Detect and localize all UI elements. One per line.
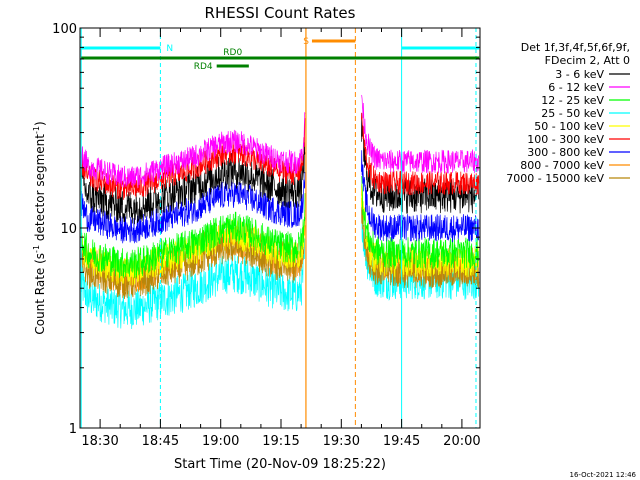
night-label: N: [166, 44, 173, 54]
y-axis-label: Count Rate (s-1 detector segment-1): [32, 121, 47, 334]
series-line-6-seg-0: [80, 171, 306, 244]
y-tick-label: 1: [69, 422, 77, 437]
series-line-0-seg-1: [361, 112, 480, 214]
legend-entry-label: 25 - 50 keV: [541, 107, 604, 120]
legend-entry-label: 50 - 100 keV: [534, 120, 604, 133]
x-axis-label: Start Time (20-Nov-09 18:25:22): [174, 457, 386, 472]
series-line-5-seg-1: [361, 112, 480, 196]
legend-entry-label: 100 - 300 keV: [527, 133, 604, 146]
series-line-1-seg-0: [80, 112, 306, 189]
x-tick-label: 18:30: [81, 434, 118, 449]
legend-header-line: Det 1f,3f,4f,5f,6f,9f,: [521, 41, 630, 54]
series-line-2-seg-1: [361, 175, 480, 269]
timestamp-label: 16-Oct-2021 12:46: [570, 471, 637, 479]
legend: Det 1f,3f,4f,5f,6f,9f,FDecim 2, Att 03 -…: [506, 41, 630, 185]
x-tick-label: 20:00: [443, 434, 480, 449]
rd0-label: RD0: [223, 48, 242, 58]
chart-title: RHESSI Count Rates: [205, 4, 356, 22]
series-line-6-seg-1: [361, 150, 480, 243]
x-tick-label: 19:30: [323, 434, 360, 449]
y-axis-label-sup2: -1: [32, 126, 41, 134]
x-tick-label: 19:45: [383, 434, 420, 449]
series-layer: [80, 94, 480, 330]
legend-entry-label: 3 - 6 keV: [555, 68, 604, 81]
y-tick-label: 100: [52, 22, 77, 37]
legend-entry-label: 300 - 800 keV: [527, 146, 604, 159]
series-line-1-seg-1: [361, 94, 480, 174]
series-line-3-seg-0: [80, 238, 306, 330]
axes-layer: 1 10 100 18:30 18:45 19:00 19:15 19:30 19:45 20:0…: [52, 22, 480, 449]
series-line-2-seg-0: [80, 193, 306, 279]
rd4-label: RD4: [194, 62, 213, 72]
legend-entry-label: 12 - 25 keV: [541, 94, 604, 107]
y-axis-label-sup1: -1: [32, 245, 41, 253]
x-tick-label: 19:00: [202, 434, 239, 449]
y-axis-label-end: ): [33, 121, 47, 126]
series-line-4-seg-1: [361, 183, 479, 278]
legend-entry-label: 800 - 7000 keV: [520, 159, 604, 172]
x-tick-label: 19:15: [262, 434, 299, 449]
saa-label: S: [303, 37, 309, 47]
legend-entry-label: 6 - 12 keV: [548, 81, 604, 94]
y-axis-label-main: Count Rate (s: [33, 253, 47, 335]
legend-entry-label: 7000 - 15000 keV: [506, 172, 604, 185]
x-tick-label: 18:45: [142, 434, 179, 449]
y-tick-label: 10: [60, 222, 77, 237]
y-axis-label-mid: detector segment: [33, 134, 47, 245]
legend-header-line: FDecim 2, Att 0: [545, 54, 630, 67]
